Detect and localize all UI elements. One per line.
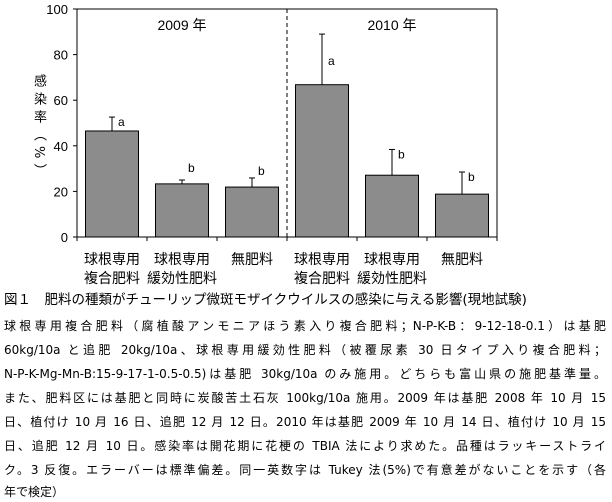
bar [225, 186, 279, 238]
y-tick-label: 100 [46, 2, 68, 17]
caption-line: 日、追肥 12 月 10 日。感染率は開花期に花梗の TBIA 法により求めた。… [4, 439, 606, 453]
caption-line: 球根専用複合肥料（腐植酸アンモニアほう素入り複合肥料；N-P-K-B：9-12-… [4, 319, 606, 333]
caption-line: 60kg/10a と追肥 20kg/10a、球根専用緩効性肥料（被覆尿素 30 … [4, 343, 606, 357]
category-label: 球根専用 [84, 251, 140, 267]
y-tick-label: 80 [54, 48, 68, 63]
bar [155, 183, 209, 238]
y-tick-label: 40 [54, 139, 68, 154]
caption-line: 年で検定） [4, 485, 65, 499]
category-label: 緩効性肥料 [147, 270, 217, 286]
caption-line: N-P-K-Mg-Mn-B:15-9-17-1-0.5-0.5)は基肥 30kg… [4, 367, 606, 381]
year-label: 2010 年 [367, 17, 416, 33]
category-label: 複合肥料 [294, 270, 350, 286]
year-label: 2009 年 [157, 17, 206, 33]
bar [435, 193, 489, 238]
figure-caption-title: 図１ 肥料の種類がチューリップ微斑モザイクウイルスの感染に与える影響(現地試験) [4, 292, 527, 308]
bar [295, 84, 349, 238]
category-label: 球根専用 [154, 251, 210, 267]
significance-letter: a [328, 54, 335, 68]
significance-letter: b [398, 147, 405, 161]
caption-line: ク。3 反復。エラーバーは標準偏差。同一英数字は Tukey 法(5%)で有意差… [4, 463, 606, 477]
caption-line: 日、植付け 10 月 16 日、追肥 12 月 12 日。2010 年は基肥 2… [4, 415, 606, 429]
caption-line: また、肥料区には基肥と同時に炭酸苦土石灰 100kg/10a 施用。2009 年… [4, 391, 606, 405]
significance-letter: b [258, 164, 265, 178]
bar [85, 130, 139, 238]
significance-letter: a [118, 115, 125, 129]
bar [365, 174, 419, 238]
y-tick-label: 20 [54, 184, 68, 199]
category-label: 緩効性肥料 [357, 270, 427, 286]
y-tick-label: 60 [54, 93, 68, 108]
category-label: 複合肥料 [84, 270, 140, 286]
y-axis-label: 感染率（%） [31, 74, 46, 182]
category-label: 無肥料 [231, 251, 273, 267]
significance-letter: b [188, 161, 195, 175]
y-tick-label: 0 [61, 230, 68, 245]
category-label: 球根専用 [294, 251, 350, 267]
significance-letter: b [468, 170, 475, 184]
category-label: 無肥料 [441, 251, 483, 267]
category-label: 球根専用 [364, 251, 420, 267]
